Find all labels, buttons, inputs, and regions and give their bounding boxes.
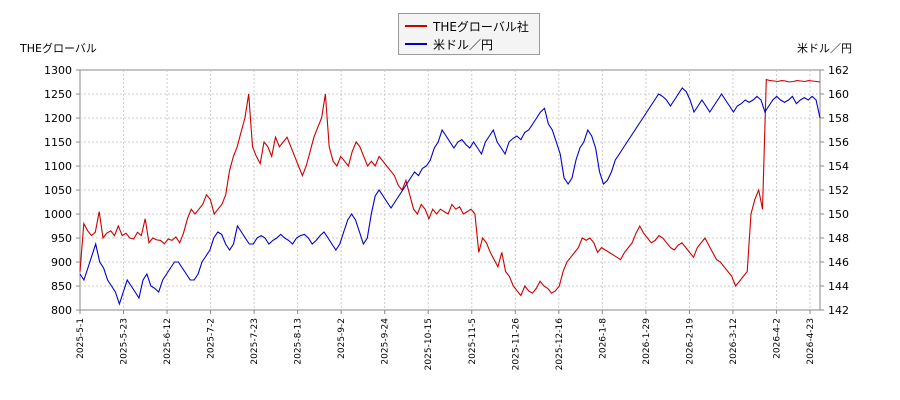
y-tick-label-right: 148 xyxy=(828,232,849,245)
x-tick-label: 2025-10-15 xyxy=(424,318,434,370)
y-tick-label-right: 142 xyxy=(828,304,849,317)
x-tick-label: 2026-4-23 xyxy=(806,318,816,365)
y-tick-label-left: 800 xyxy=(51,304,72,317)
y-tick-label-right: 154 xyxy=(828,160,849,173)
x-tick-label: 2026-1-29 xyxy=(642,318,652,365)
legend-label-company: THEグローバル社 xyxy=(433,19,529,34)
x-tick-label: 2025-11-26 xyxy=(511,318,521,371)
y-tick-label-left: 1000 xyxy=(44,208,72,221)
x-tick-label: 2026-1-8 xyxy=(598,318,608,359)
y-tick-label-left: 1250 xyxy=(44,88,72,101)
x-tick-label: 2025-9-2 xyxy=(337,318,347,359)
y-tick-label-right: 156 xyxy=(828,136,849,149)
y-tick-label-left: 1100 xyxy=(44,160,72,173)
x-tick-label: 2026-2-19 xyxy=(685,318,695,365)
legend-swatch-usdjpy xyxy=(405,43,427,45)
y-tick-label-right: 146 xyxy=(828,256,849,269)
x-tick-label: 2025-6-12 xyxy=(163,318,173,365)
series-line-company xyxy=(79,78,821,297)
x-tick-label: 2025-5-1 xyxy=(76,318,86,359)
x-tick-label: 2025-8-13 xyxy=(294,318,304,365)
y-tick-label-left: 850 xyxy=(51,280,72,293)
x-tick-label: 2025-5-23 xyxy=(120,318,130,365)
y-tick-label-right: 144 xyxy=(828,280,849,293)
y-tick-label-left: 900 xyxy=(51,256,72,269)
legend-item-company: THEグローバル社 xyxy=(405,17,529,35)
x-tick-label: 2026-3-12 xyxy=(729,318,739,365)
y-tick-label-right: 150 xyxy=(828,208,849,221)
legend-item-usdjpy: 米ドル／円 xyxy=(405,35,493,53)
legend-label-usdjpy: 米ドル／円 xyxy=(433,37,494,52)
x-tick-label: 2026-4-2 xyxy=(772,318,782,359)
x-tick-label: 2025-7-23 xyxy=(250,318,260,365)
series-line-usdjpy xyxy=(79,87,821,306)
y-tick-label-right: 158 xyxy=(828,112,849,125)
x-tick-label: 2025-11-5 xyxy=(468,318,478,365)
y-tick-label-left: 950 xyxy=(51,232,72,245)
y-tick-label-left: 1300 xyxy=(44,64,72,77)
y-tick-label-left: 1050 xyxy=(44,184,72,197)
x-tick-label: 2025-7-2 xyxy=(207,318,217,359)
legend-swatch-company xyxy=(405,25,427,27)
right-axis-title: 米ドル／円 xyxy=(797,42,852,55)
y-tick-label-right: 160 xyxy=(828,88,849,101)
legend: THEグローバル社 米ドル／円 xyxy=(398,13,540,55)
y-tick-label-left: 1200 xyxy=(44,112,72,125)
x-tick-label: 2025-12-16 xyxy=(555,318,565,371)
y-tick-label-right: 162 xyxy=(828,64,849,77)
left-axis-title: THEグローバル xyxy=(20,42,97,55)
y-tick-label-right: 152 xyxy=(828,184,849,197)
x-tick-label: 2025-9-24 xyxy=(381,318,391,365)
y-tick-label-left: 1150 xyxy=(44,136,72,149)
